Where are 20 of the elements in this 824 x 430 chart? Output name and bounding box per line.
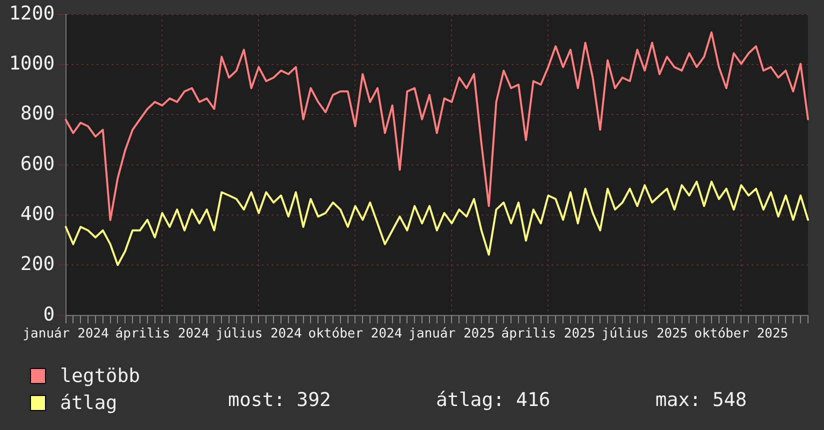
x-tick-label: július 2025 [602, 326, 688, 342]
x-tick-label: január 2024 [22, 326, 109, 342]
x-tick-label: október 2024 [308, 326, 402, 342]
x-tick-label: január 2025 [408, 326, 495, 342]
x-tick-label: április 2024 [115, 326, 210, 342]
y-tick-label: 400 [20, 203, 55, 226]
y-tick-label: 800 [20, 102, 55, 125]
legend-label: legtöbb [60, 364, 140, 386]
x-tick-label: április 2025 [501, 326, 596, 342]
y-tick-label: 600 [20, 152, 55, 175]
y-tick-label: 1000 [8, 52, 55, 75]
text: max: 548 [655, 389, 747, 411]
text: átlag: 416 [436, 389, 550, 411]
y-tick-label: 200 [20, 253, 55, 276]
y-tick-label: 1200 [8, 2, 55, 24]
x-tick-label: október 2025 [694, 326, 788, 342]
legend-label: átlag [60, 392, 118, 414]
y-tick-label: 0 [43, 303, 55, 326]
x-tick-label: július 2024 [216, 326, 302, 342]
text: most: 392 [228, 389, 331, 411]
